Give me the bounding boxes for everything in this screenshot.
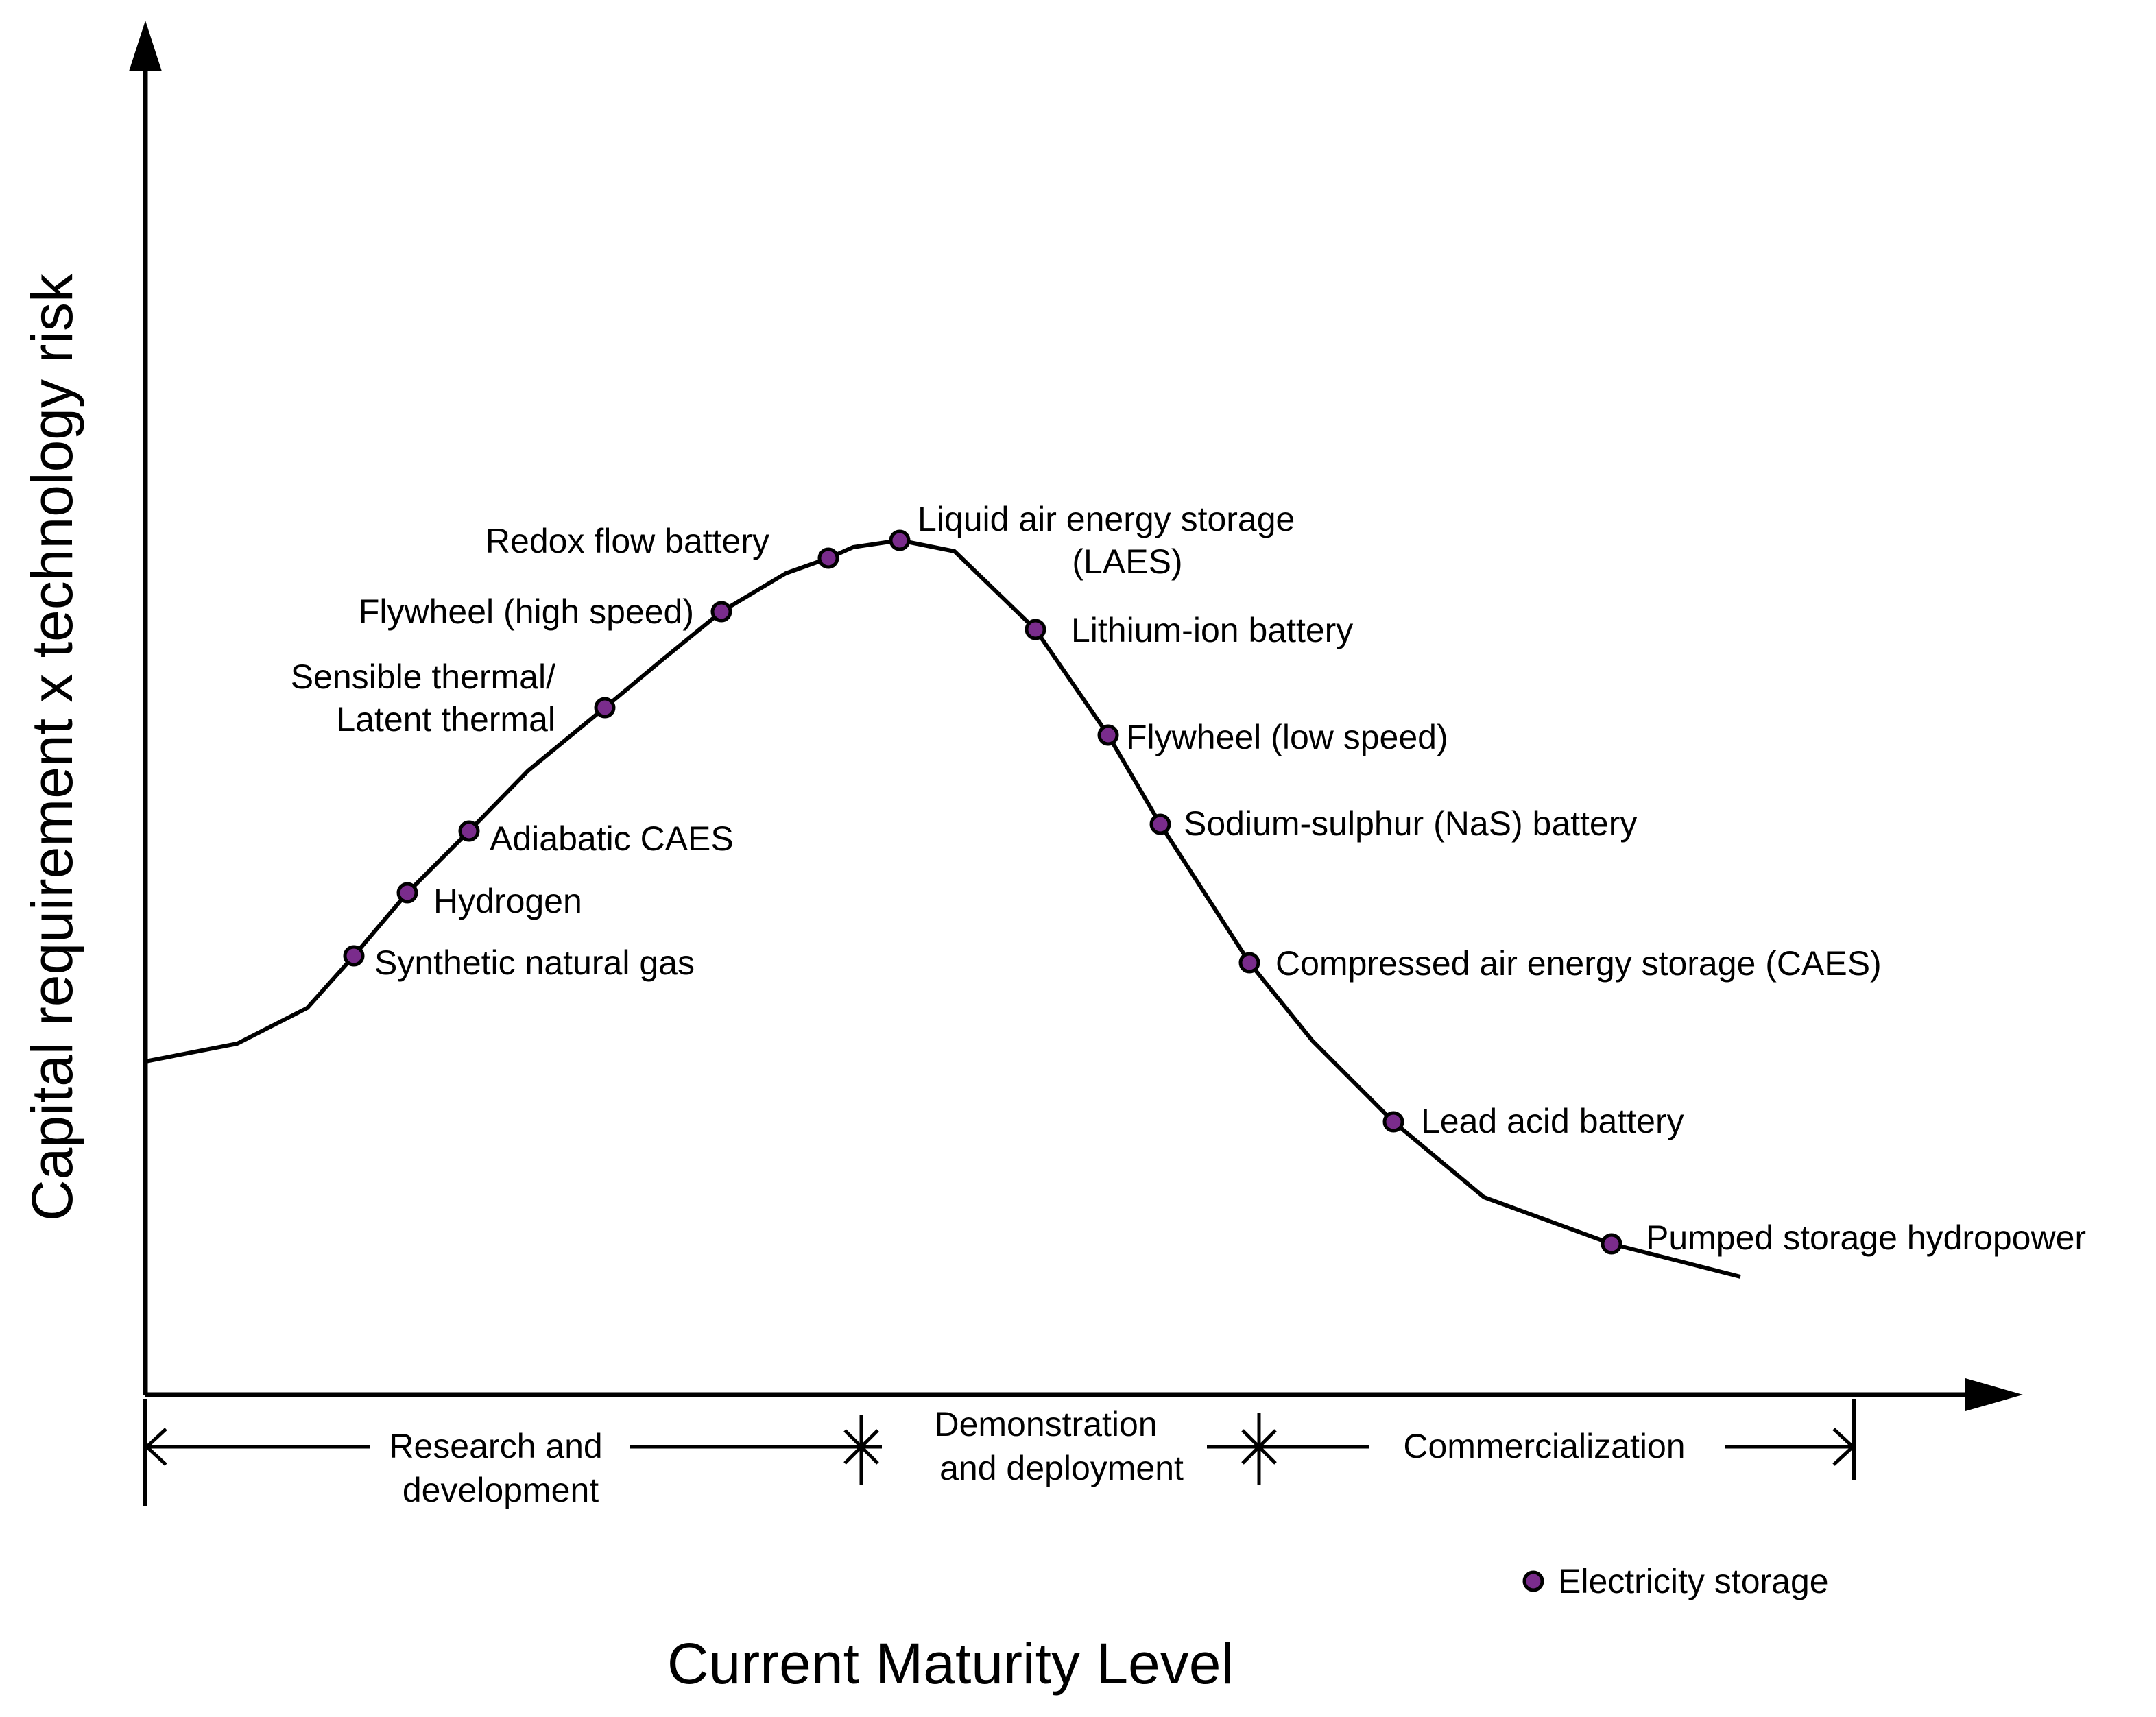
point-label-2: Adiabatic CAES xyxy=(490,819,734,858)
maturity-curve-line xyxy=(145,538,1741,1279)
stage-label-demonstration: Demonstration and deployment xyxy=(934,1405,1184,1487)
point-marker-4 xyxy=(710,601,732,623)
point-marker-1 xyxy=(396,882,418,904)
point-label-4: Flywheel (high speed) xyxy=(359,592,694,631)
point-marker-12 xyxy=(1601,1233,1622,1255)
point-label-6-line-0: Liquid air energy storage xyxy=(918,500,1295,538)
point-label-12-line-0: Pumped storage hydropower xyxy=(1646,1218,2086,1257)
x-axis-title: Current Maturity Level xyxy=(667,1631,1234,1696)
point-label-9-line-0: Sodium-sulphur (NaS) battery xyxy=(1184,804,1637,843)
stage-arrow-left xyxy=(144,1428,167,1466)
stage-bracket: Research and development Demonstration a… xyxy=(143,1399,1856,1509)
legend-marker xyxy=(1522,1570,1544,1592)
point-label-7: Lithium-ion battery xyxy=(1071,611,1353,649)
point-label-2-line-0: Adiabatic CAES xyxy=(490,819,734,858)
point-label-5-line-0: Redox flow battery xyxy=(486,522,769,560)
point-marker-6 xyxy=(889,529,911,551)
point-label-1-line-0: Hydrogen xyxy=(433,882,582,920)
point-label-8-line-0: Flywheel (low speed) xyxy=(1126,718,1448,756)
point-marker-0 xyxy=(343,945,365,967)
point-marker-5 xyxy=(817,547,839,569)
point-marker-10 xyxy=(1238,952,1260,974)
y-axis-arrowhead xyxy=(129,21,162,71)
point-label-10-line-0: Compressed air energy storage (CAES) xyxy=(1275,944,1882,983)
stage-divider-1 xyxy=(843,1415,879,1485)
stage-label-commercialization: Commercialization xyxy=(1403,1427,1685,1465)
point-label-6-line-1: (LAES) xyxy=(1072,542,1182,581)
y-axis-title: Capital requirement x technology risk xyxy=(20,273,84,1221)
data-labels-group: Synthetic natural gas Hydrogen Adiabatic C… xyxy=(291,500,2086,1257)
point-label-12: Pumped storage hydropower xyxy=(1646,1218,2086,1257)
point-label-1: Hydrogen xyxy=(433,882,582,920)
stage-arrow-right xyxy=(1832,1428,1856,1466)
point-label-0: Synthetic natural gas xyxy=(374,944,695,982)
point-label-8: Flywheel (low speed) xyxy=(1126,718,1448,756)
point-label-6: Liquid air energy storage (LAES) xyxy=(918,500,1295,581)
point-marker-2 xyxy=(458,820,480,842)
point-label-11: Lead acid battery xyxy=(1421,1102,1684,1140)
point-label-3-line-1: Latent thermal xyxy=(336,700,555,739)
point-marker-9 xyxy=(1149,813,1171,835)
point-marker-7 xyxy=(1025,619,1046,640)
legend-label: Electricity storage xyxy=(1558,1562,1829,1600)
x-axis-arrowhead xyxy=(1965,1378,2023,1411)
point-marker-11 xyxy=(1382,1111,1404,1133)
data-points-group xyxy=(343,529,1622,1255)
point-label-4-line-0: Flywheel (high speed) xyxy=(359,592,694,631)
point-label-3-line-0: Sensible thermal/ xyxy=(291,658,555,696)
point-label-0-line-0: Synthetic natural gas xyxy=(374,944,695,982)
point-label-3: Sensible thermal/Latent thermal xyxy=(291,658,555,739)
stage-divider-2 xyxy=(1241,1413,1277,1485)
point-label-9: Sodium-sulphur (NaS) battery xyxy=(1184,804,1637,843)
point-label-5: Redox flow battery xyxy=(486,522,769,560)
point-label-7-line-0: Lithium-ion battery xyxy=(1071,611,1353,649)
legend: Electricity storage xyxy=(1522,1562,1829,1600)
stage-label-research: Research and development xyxy=(389,1427,612,1509)
point-marker-3 xyxy=(594,697,616,719)
point-label-10: Compressed air energy storage (CAES) xyxy=(1275,944,1882,983)
point-label-11-line-0: Lead acid battery xyxy=(1421,1102,1684,1140)
point-marker-8 xyxy=(1097,724,1119,746)
